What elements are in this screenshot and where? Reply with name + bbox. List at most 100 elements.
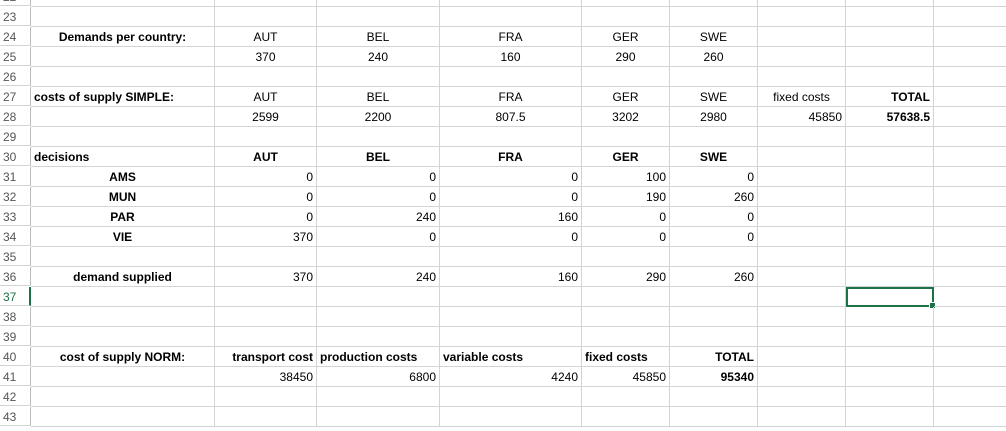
row-header[interactable]: 31 (0, 167, 31, 186)
cell-E27[interactable]: GER (582, 87, 670, 107)
cell-A35[interactable] (31, 247, 215, 267)
cell-C24[interactable]: BEL (317, 27, 440, 47)
cell-B43[interactable] (215, 407, 317, 427)
cell-A43[interactable] (31, 407, 215, 427)
cell-H25[interactable] (846, 47, 934, 67)
cell-A25[interactable] (31, 47, 215, 67)
cell-D37[interactable] (440, 287, 582, 307)
cell-I39[interactable] (934, 327, 1006, 347)
cell-I37[interactable] (934, 287, 1006, 307)
cell-H43[interactable] (846, 407, 934, 427)
cell-D43[interactable] (440, 407, 582, 427)
cell-I32[interactable] (934, 187, 1006, 207)
cell-G31[interactable] (758, 167, 846, 187)
row-header[interactable]: 23 (0, 7, 31, 26)
cell-H28[interactable]: 57638.5 (846, 107, 934, 127)
row-header[interactable]: 26 (0, 67, 31, 86)
cell-G28[interactable]: 45850 (758, 107, 846, 127)
cell-F34[interactable]: 0 (670, 227, 758, 247)
cell-E43[interactable] (582, 407, 670, 427)
cell-B39[interactable] (215, 327, 317, 347)
cell-D33[interactable]: 160 (440, 207, 582, 227)
cell-H31[interactable] (846, 167, 934, 187)
cell-C28[interactable]: 2200 (317, 107, 440, 127)
cell-C36[interactable]: 240 (317, 267, 440, 287)
cell-F40[interactable]: TOTAL (670, 347, 758, 367)
cell-B30[interactable]: AUT (215, 147, 317, 167)
cell-B27[interactable]: AUT (215, 87, 317, 107)
cell-C43[interactable] (317, 407, 440, 427)
cell-I25[interactable] (934, 47, 1006, 67)
cell-A27[interactable]: costs of supply SIMPLE: (31, 87, 215, 107)
cell-I28[interactable] (934, 107, 1006, 127)
cell-D41[interactable]: 4240 (440, 367, 582, 387)
cell-I23[interactable] (934, 7, 1006, 27)
cell-I43[interactable] (934, 407, 1006, 427)
cell-H22[interactable] (846, 0, 934, 7)
cell-B31[interactable]: 0 (215, 167, 317, 187)
row-header[interactable]: 28 (0, 107, 31, 126)
cell-H42[interactable] (846, 387, 934, 407)
cell-C40[interactable]: production costs (317, 347, 440, 367)
cell-E40[interactable]: fixed costs (582, 347, 670, 367)
cell-A30[interactable]: decisions (31, 147, 215, 167)
cell-F24[interactable]: SWE (670, 27, 758, 47)
cell-G42[interactable] (758, 387, 846, 407)
cell-B23[interactable] (215, 7, 317, 27)
cell-D39[interactable] (440, 327, 582, 347)
cell-E39[interactable] (582, 327, 670, 347)
cell-E33[interactable]: 0 (582, 207, 670, 227)
cell-E23[interactable] (582, 7, 670, 27)
cell-I22[interactable] (934, 0, 1006, 7)
cell-G35[interactable] (758, 247, 846, 267)
cell-H37-selected[interactable] (846, 287, 936, 309)
cell-H36[interactable] (846, 267, 934, 287)
row-header[interactable]: 24 (0, 27, 31, 46)
cell-D42[interactable] (440, 387, 582, 407)
cell-C42[interactable] (317, 387, 440, 407)
cell-C27[interactable]: BEL (317, 87, 440, 107)
cell-I31[interactable] (934, 167, 1006, 187)
cell-A39[interactable] (31, 327, 215, 347)
row-header[interactable]: 37 (0, 287, 31, 306)
cell-E29[interactable] (582, 127, 670, 147)
cell-B42[interactable] (215, 387, 317, 407)
row-header[interactable]: 32 (0, 187, 31, 206)
cell-D38[interactable] (440, 307, 582, 327)
cell-A37[interactable] (31, 287, 215, 307)
cell-F32[interactable]: 260 (670, 187, 758, 207)
cell-F25[interactable]: 260 (670, 47, 758, 67)
cell-G37[interactable] (758, 287, 846, 307)
cell-G41[interactable] (758, 367, 846, 387)
cell-B29[interactable] (215, 127, 317, 147)
row-header[interactable]: 33 (0, 207, 31, 226)
cell-A22[interactable] (31, 0, 215, 7)
cell-H38[interactable] (846, 307, 934, 327)
cell-G27[interactable]: fixed costs (758, 87, 846, 107)
cell-H29[interactable] (846, 127, 934, 147)
cell-E26[interactable] (582, 67, 670, 87)
row-header[interactable]: 35 (0, 247, 31, 266)
cell-A40[interactable]: cost of supply NORM: (31, 347, 215, 367)
cell-I26[interactable] (934, 67, 1006, 87)
row-header[interactable]: 22 (0, 0, 31, 6)
cell-D26[interactable] (440, 67, 582, 87)
cell-A42[interactable] (31, 387, 215, 407)
cell-H27[interactable]: TOTAL (846, 87, 934, 107)
cell-A26[interactable] (31, 67, 215, 87)
cell-E35[interactable] (582, 247, 670, 267)
cell-H34[interactable] (846, 227, 934, 247)
cell-E24[interactable]: GER (582, 27, 670, 47)
cell-C22[interactable] (317, 0, 440, 7)
cell-A33[interactable]: PAR (31, 207, 215, 227)
row-header[interactable]: 41 (0, 367, 31, 386)
cell-E42[interactable] (582, 387, 670, 407)
cell-B26[interactable] (215, 67, 317, 87)
row-header[interactable]: 43 (0, 407, 31, 426)
cell-H32[interactable] (846, 187, 934, 207)
cell-G29[interactable] (758, 127, 846, 147)
cell-H30[interactable] (846, 147, 934, 167)
cell-C29[interactable] (317, 127, 440, 147)
cell-B28[interactable]: 2599 (215, 107, 317, 127)
cell-C35[interactable] (317, 247, 440, 267)
